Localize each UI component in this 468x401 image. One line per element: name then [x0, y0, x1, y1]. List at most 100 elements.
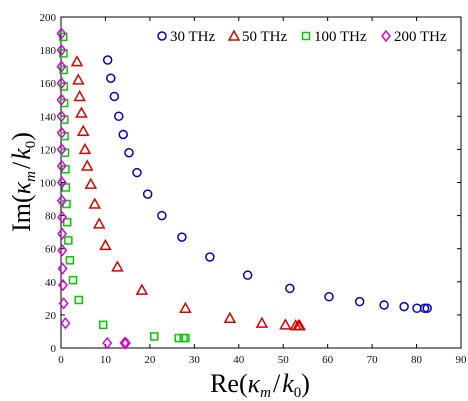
- y-axis-title: Im(κm /k0): [7, 132, 39, 232]
- x-axis-ticks: 0 10 20 30 40 50 60 70 80 90: [58, 17, 467, 366]
- diamond-data-point: [56, 176, 67, 189]
- triangle-data-point: [223, 311, 237, 323]
- triangle-data-point: [70, 55, 84, 67]
- triangle-data-point: [78, 142, 92, 155]
- circle-data-point: [285, 283, 295, 294]
- legend-square-marker: [301, 31, 311, 41]
- diamond-data-point: [56, 76, 67, 90]
- circle-data-point: [142, 189, 153, 199]
- y-axis-ticks: 0 20 40 60 80 100 120 140 160 180 200: [40, 12, 461, 355]
- x-title-open-paren: (: [239, 369, 248, 398]
- circle-data-point: [419, 303, 430, 314]
- legend: 30 THz 50 THz 100 THz 200 THz: [157, 29, 447, 45]
- circle-data-point: [324, 291, 334, 302]
- diamond-data-point: [57, 244, 68, 257]
- diamond-data-point: [56, 93, 67, 106]
- y-tick-label: 0: [51, 343, 57, 355]
- plot-frame: [60, 16, 462, 349]
- circle-data-point: [399, 301, 409, 312]
- legend-circle-marker: [157, 31, 167, 41]
- square-data-point: [74, 295, 84, 305]
- x-tick-label: 40: [233, 354, 245, 366]
- square-data-point: [150, 332, 159, 341]
- triangle-data-point: [293, 319, 306, 331]
- diamond-data-point: [58, 278, 68, 292]
- x-title-k: k: [282, 369, 294, 398]
- x-tick-label: 50: [278, 354, 290, 366]
- y-tick-label: 40: [45, 277, 57, 289]
- triangle-data-point: [84, 177, 98, 189]
- diamond-data-point: [56, 194, 67, 207]
- square-data-point: [64, 236, 73, 245]
- square-data-point: [98, 320, 108, 330]
- x-tick-label: 90: [456, 354, 468, 366]
- legend-triangle-marker: [227, 29, 241, 41]
- y-tick-label: 80: [45, 211, 57, 223]
- data-series: [56, 27, 432, 350]
- y-title-kappa-subscript: m: [23, 171, 39, 182]
- x-tick-label: 70: [367, 354, 379, 366]
- x-tick-label: 10: [100, 354, 112, 366]
- triangle-data-point: [75, 106, 88, 118]
- diamond-data-point: [56, 110, 67, 123]
- legend-label: 100 THz: [314, 29, 367, 45]
- triangle-data-point: [76, 124, 90, 136]
- triangle-data-point: [255, 316, 269, 328]
- triangle-data-point: [279, 318, 292, 330]
- x-title-k-subscript: 0: [294, 385, 302, 401]
- legend-label: 50 THz: [242, 29, 287, 45]
- diamond-data-point: [56, 159, 67, 173]
- y-tick-label: 60: [45, 244, 57, 256]
- triangle-data-point: [179, 301, 192, 314]
- y-tick-label: 180: [40, 45, 57, 57]
- diamond-data-point: [56, 126, 67, 140]
- circle-data-point: [205, 252, 215, 262]
- diamond-data-point: [56, 43, 67, 57]
- diamond-data-point: [120, 336, 131, 350]
- triangle-data-point: [73, 89, 86, 102]
- legend-item: 200 THz: [381, 29, 447, 45]
- series-triangle: [70, 55, 306, 331]
- diamond-data-point: [60, 316, 71, 330]
- circle-data-point: [354, 296, 365, 307]
- series-square: [58, 32, 190, 343]
- series-circle: [102, 55, 432, 314]
- y-title-k: k: [7, 148, 36, 160]
- x-tick-label: 30: [189, 354, 201, 366]
- diamond-data-point: [57, 211, 68, 224]
- circle-data-point: [379, 300, 389, 310]
- y-tick-label: 200: [40, 12, 57, 24]
- y-title-slash: /: [7, 161, 36, 169]
- y-tick-label: 20: [45, 310, 57, 322]
- circle-data-point: [177, 232, 187, 242]
- y-title-im: Im: [7, 203, 36, 232]
- series-diamond: [56, 27, 131, 350]
- x-tick-label: 20: [144, 354, 156, 366]
- circle-data-point: [114, 111, 124, 122]
- diamond-data-point: [58, 297, 69, 310]
- circle-data-point: [242, 270, 253, 280]
- circle-data-point: [106, 73, 116, 83]
- x-tick-label: 80: [411, 354, 423, 366]
- triangle-data-point: [135, 283, 149, 295]
- diamond-data-point: [57, 227, 68, 241]
- legend-item: 50 THz: [227, 29, 287, 45]
- diamond-data-point: [56, 60, 67, 73]
- x-title-re: Re: [210, 369, 239, 398]
- legend-label: 200 THz: [394, 29, 447, 45]
- y-tick-label: 100: [40, 178, 57, 190]
- diamond-data-point: [102, 336, 113, 350]
- circle-data-point: [124, 147, 134, 158]
- x-axis-title: Re(κm/k0): [210, 369, 310, 401]
- legend-item: 100 THz: [301, 29, 367, 45]
- y-title-kappa: κ: [7, 181, 36, 194]
- x-title-slash: /: [273, 369, 281, 398]
- x-title-kappa: κ: [248, 369, 261, 398]
- circle-data-point: [109, 91, 120, 102]
- triangle-data-point: [99, 238, 112, 251]
- y-title-open-paren: (: [7, 194, 36, 203]
- y-tick-label: 120: [40, 144, 57, 156]
- square-data-point: [65, 256, 75, 265]
- circle-data-point: [132, 167, 142, 178]
